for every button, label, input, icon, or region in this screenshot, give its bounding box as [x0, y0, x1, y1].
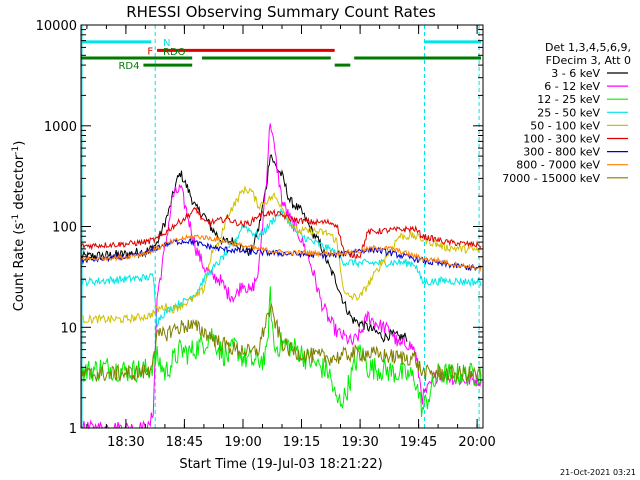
axes: 1 10 100 1000 10000 18:30 18:45 19:00 19:15 19:30…: [36, 19, 496, 450]
y-axis-label-suffix: ): [12, 141, 27, 146]
state-bar-label-n: N: [163, 38, 170, 49]
legend-label-300-800-kev: 300 - 800 keV: [523, 146, 600, 159]
series-line-7000-15000-kev: [81, 302, 482, 382]
state-bar-label-rdo: RDO: [163, 47, 186, 58]
series-line-300-800-kev: [80, 237, 482, 272]
legend-header-line-2: FDecim 3, Att 0: [546, 54, 631, 67]
legend-header-line-1: Det 1,3,4,5,6,9,: [545, 41, 631, 54]
legend-label-800-7000-kev: 800 - 7000 keV: [516, 159, 600, 172]
x-axis-label: Start Time (19-Jul-03 18:21:22): [179, 457, 382, 472]
x-tick-label-19-15: 19:15: [283, 435, 320, 450]
x-tick-label-19-00: 19:00: [224, 435, 261, 450]
y-tick-label-1000: 1000: [44, 120, 77, 135]
series-line-25-50-kev: [80, 208, 482, 329]
y-tick-label-10000: 10000: [36, 19, 77, 34]
y-tick-label-1: 1: [69, 422, 77, 437]
series-lines: [80, 123, 482, 430]
chart-title: RHESSI Observing Summary Count Rates: [126, 3, 436, 21]
state-bars: NF RDO RD4: [81, 38, 481, 72]
y-axis-label-mid: detector: [12, 154, 27, 214]
state-bar-label-f: F: [147, 46, 153, 57]
legend-label-12-25-kev: 12 - 25 keV: [537, 93, 600, 106]
legend-label-7000-15000-kev: 7000 - 15000 keV: [502, 172, 600, 185]
x-tick-label-18-45: 18:45: [166, 435, 203, 450]
legend-label-25-50-kev: 25 - 50 keV: [537, 106, 600, 119]
legend-label-3-6-kev: 3 - 6 keV: [551, 67, 600, 80]
y-axis-label-sup2: -1: [11, 146, 21, 155]
series-line-6-12-kev: [80, 123, 482, 430]
state-bar-label-rd4: RD4: [118, 61, 139, 72]
y-tick-label-10: 10: [60, 321, 77, 336]
y-tick-label-100: 100: [52, 221, 77, 236]
y-axis-label: Count Rate (s-1 detector-1): [11, 141, 27, 312]
y-axis-label-sup1: -1: [11, 214, 21, 223]
legend-label-50-100-kev: 50 - 100 keV: [530, 119, 600, 132]
x-tick-label-18-30: 18:30: [107, 435, 144, 450]
legend-label-6-12-kev: 6 - 12 keV: [544, 80, 600, 93]
legend-label-100-300-kev: 100 - 300 keV: [523, 133, 600, 146]
series-line-800-7000-kev: [80, 233, 482, 272]
x-tick-label-19-45: 19:45: [400, 435, 437, 450]
x-tick-label-19-30: 19:30: [341, 435, 378, 450]
timestamp: 21-Oct-2021 03:21: [560, 468, 636, 477]
y-axis-label-prefix: Count Rate (s: [12, 223, 27, 312]
series-line-50-100-kev: [80, 186, 482, 325]
series-line-100-300-kev: [80, 206, 482, 259]
x-tick-label-20-00: 20:00: [458, 435, 495, 450]
